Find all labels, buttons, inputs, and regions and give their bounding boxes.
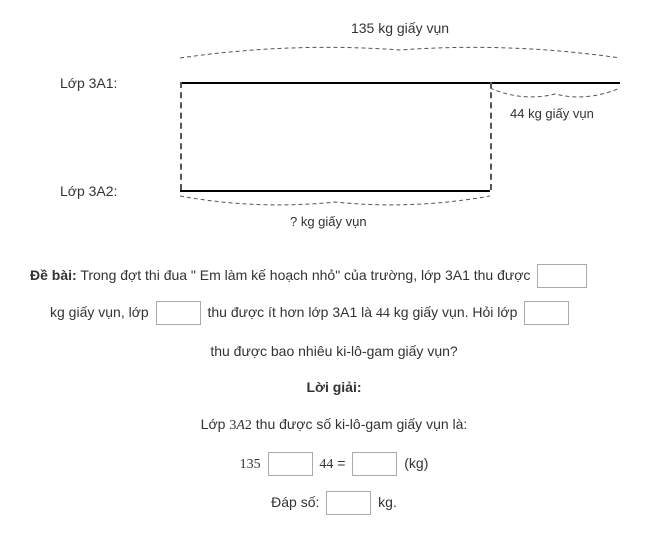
problem-line1a: Trong đợt thi đua " Em làm kế hoạch nhỏ"… xyxy=(77,267,535,283)
ans-unit: kg. xyxy=(374,494,397,510)
diff-brace xyxy=(490,86,620,104)
blank-class1[interactable] xyxy=(156,301,201,325)
solution-heading: Lời giải: xyxy=(30,372,638,403)
unknown-label: ? kg giấy vụn xyxy=(290,214,367,229)
blank-result[interactable] xyxy=(352,452,397,476)
bar-diagram: 135 kg giấy vụn Lớp 3A1: 44 kg giấy vụn … xyxy=(30,20,638,240)
diagram-total-label: 135 kg giấy vụn xyxy=(351,20,449,36)
ans-label: Đáp số: xyxy=(271,494,323,510)
sol-class: 3A2 xyxy=(229,416,252,432)
top-brace xyxy=(180,40,620,60)
problem-line2a: kg giấy vụn, lớp xyxy=(50,304,153,320)
val-44: 44 xyxy=(376,306,390,321)
blank-total[interactable] xyxy=(537,264,587,288)
dash-left xyxy=(180,82,182,190)
eq-135: 135 xyxy=(240,457,261,472)
blank-op[interactable] xyxy=(268,452,313,476)
problem-text: Đề bài: Trong đợt thi đua " Em làm kế ho… xyxy=(30,260,638,518)
diff-label: 44 kg giấy vụn xyxy=(510,106,594,121)
sol-line1a: Lớp xyxy=(201,416,230,432)
row2-label: Lớp 3A2: xyxy=(60,183,117,199)
blank-answer[interactable] xyxy=(326,491,371,515)
eq-44: 44 xyxy=(319,457,333,472)
blank-class2[interactable] xyxy=(524,301,569,325)
eq-unit: (kg) xyxy=(404,455,428,471)
eq-eq: = xyxy=(333,455,349,471)
row1-bar xyxy=(180,82,620,84)
problem-line2b: thu được ít hơn lớp 3A1 là xyxy=(204,304,376,320)
problem-line3: thu được bao nhiêu ki-lô-gam giấy vụn? xyxy=(30,336,638,367)
row2-bar xyxy=(180,190,490,192)
sol-line1b: thu được số ki-lô-gam giấy vụn là: xyxy=(252,416,467,432)
dash-mid xyxy=(490,82,492,190)
row1-label: Lớp 3A1: xyxy=(60,75,117,91)
problem-line2c: kg giấy vụn. Hỏi lớp xyxy=(390,304,521,320)
bottom-brace xyxy=(180,194,490,212)
problem-prefix: Đề bài: xyxy=(30,267,77,283)
